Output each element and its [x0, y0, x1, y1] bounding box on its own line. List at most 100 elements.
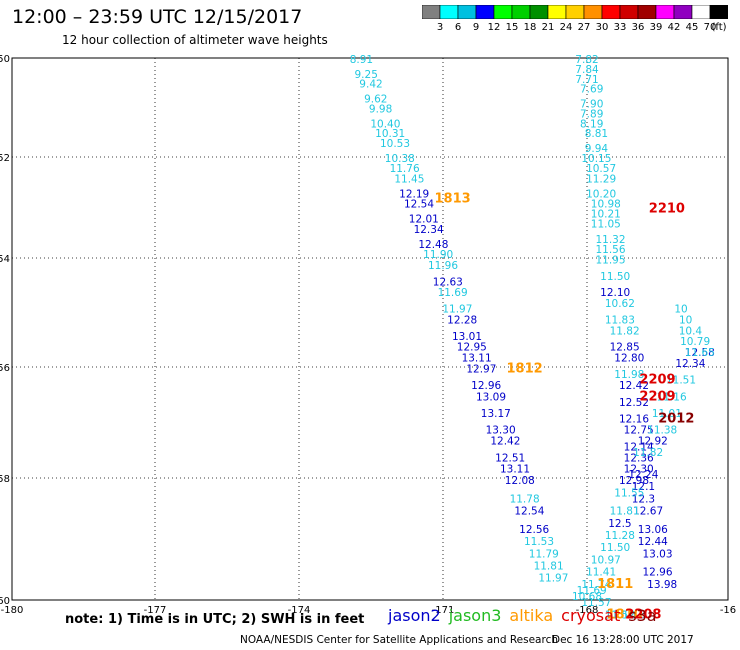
wave-height-value: 12.96 — [642, 567, 672, 579]
wave-height-value: 11.82 — [610, 325, 640, 337]
wave-height-value: 7.71 — [575, 74, 598, 86]
wave-height-value: 10.15 — [581, 153, 611, 165]
wave-height-value: 12.92 — [638, 436, 668, 448]
color-scale-label: 21 — [541, 22, 555, 33]
wave-height-value: 11.41 — [586, 567, 616, 579]
wave-height-value: 11.95 — [595, 254, 625, 266]
wave-height-value: 7.89 — [580, 108, 603, 120]
wave-height-value: 13.06 — [638, 524, 668, 536]
wave-height-value: 12.19 — [399, 188, 429, 200]
wave-height-value: 12.63 — [433, 276, 463, 288]
wave-height-value: 11.79 — [529, 548, 559, 560]
legend-entry-cryosat: cryosat — [561, 606, 621, 625]
wave-height-value: 9.98 — [369, 103, 392, 115]
wave-height-value: 11.76 — [390, 163, 420, 175]
wave-height-value: 10.57 — [586, 163, 616, 175]
wave-height-value: 12.52 — [619, 397, 649, 409]
color-scale-label: 70 — [703, 22, 717, 33]
legend-entry-jason2: jason2 — [388, 606, 441, 625]
wave-height-value: 12.67 — [633, 506, 663, 518]
wave-height-value: 9.25 — [355, 69, 378, 81]
pass-time-label: 1811 — [597, 577, 633, 592]
wave-height-value: 10.40 — [370, 118, 400, 130]
wave-height-value: 11.51 — [666, 375, 696, 387]
wave-height-value: 13.09 — [476, 391, 506, 403]
color-scale-labels: 3 6 9 12 15 18 21 24 27 30 33 36 39 42 45 70 (ft) — [422, 22, 728, 34]
wave-height-value: 12.95 — [457, 342, 487, 354]
generation-timestamp: Dec 16 13:28:00 UTC 2017 — [552, 634, 694, 646]
wave-height-value: 12.24 — [628, 469, 658, 481]
color-scale-swatch — [709, 5, 728, 19]
legend-entry-s3a: s3a — [628, 606, 657, 625]
wave-height-value: 12.56 — [519, 524, 549, 536]
wave-height-value: 11.57 — [581, 597, 611, 609]
wave-height-value: 11.96 — [428, 260, 458, 272]
wave-height-value: 11.52 — [605, 609, 635, 621]
x-tick-label: -180 — [1, 605, 24, 616]
wave-height-value: 11.69 — [438, 287, 468, 299]
wave-height-value: 12.5 — [608, 518, 631, 530]
wave-height-value: 11.16 — [657, 391, 687, 403]
wave-height-value: 12.28 — [447, 314, 477, 326]
color-scale-label: 9 — [472, 22, 480, 33]
wave-height-value: 7.90 — [580, 99, 603, 111]
y-tick-label: -56 — [0, 363, 10, 374]
color-scale-label: 33 — [613, 22, 627, 33]
wave-height-value: 12.14 — [624, 441, 654, 453]
wave-height-value: 12.36 — [624, 452, 654, 464]
wave-height-value: 11.97 — [538, 573, 568, 585]
wave-height-value: 11.53 — [524, 536, 554, 548]
wave-height-value: 12.1 — [632, 481, 655, 493]
pass-time-label: 1810 — [607, 607, 643, 622]
wave-height-value: 11.83 — [605, 314, 635, 326]
wave-height-value: 11.82 — [633, 447, 663, 459]
wave-height-value: 12.51 — [495, 452, 525, 464]
wave-height-value: 7.84 — [575, 64, 599, 76]
wave-height-value: 11.55 — [614, 487, 644, 499]
wave-height-value: 11.29 — [586, 173, 616, 185]
color-scale-label: 27 — [577, 22, 591, 33]
wave-height-value: 12.54 — [514, 506, 544, 518]
wave-height-value: 12.97 — [466, 364, 496, 376]
wave-height-value: 11.98 — [614, 369, 644, 381]
wave-height-value: 9.42 — [359, 79, 382, 91]
wave-height-value: 11.01 — [652, 408, 682, 420]
wave-height-value: 12.42 — [490, 436, 520, 448]
wave-height-value: 12.10 — [600, 287, 630, 299]
color-scale-label: (ft) — [711, 22, 727, 33]
x-tick-label: -16 — [720, 605, 736, 616]
color-scale-label: 15 — [505, 22, 519, 33]
wave-height-value: 12.85 — [610, 342, 640, 354]
wave-height-value: 11.78 — [510, 493, 540, 505]
wave-height-value: 13.11 — [500, 463, 530, 475]
wave-height-value: 11.81 — [534, 561, 564, 573]
wave-height-value: 10.21 — [591, 209, 621, 221]
wave-height-value: 8.81 — [585, 128, 608, 140]
wave-height-value: 12.80 — [614, 353, 644, 365]
pass-time-label: 2210 — [649, 202, 685, 217]
credit-line: NOAA/NESDIS Center for Satellite Applica… — [240, 634, 558, 646]
wave-height-value: 12.48 — [418, 239, 448, 251]
wave-height-value: 10.98 — [591, 199, 621, 211]
wave-height-value: 13.98 — [647, 579, 677, 591]
x-tick-label: -177 — [144, 605, 167, 616]
wave-height-value: 11.05 — [591, 219, 621, 231]
wave-height-value: 10.62 — [605, 298, 635, 310]
color-scale-label: 18 — [523, 22, 537, 33]
pass-time-label: 2209 — [639, 373, 675, 388]
wave-height-value: 12.01 — [409, 214, 439, 226]
wave-height-value: 11.50 — [600, 271, 630, 283]
wave-height-value: 12.34 — [414, 224, 444, 236]
wave-height-value: 12.42 — [619, 380, 649, 392]
wave-height-value: 12.30 — [624, 463, 654, 475]
wave-height-value: 8.19 — [580, 118, 603, 130]
chart-subtitle: 12 hour collection of altimeter wave hei… — [62, 33, 328, 47]
wave-height-value: 8.91 — [350, 54, 373, 66]
pass-time-label: 2012 — [658, 412, 694, 427]
color-scale-label: 42 — [667, 22, 681, 33]
pass-time-label: 2208 — [625, 607, 661, 622]
color-scale-label: 45 — [685, 22, 699, 33]
pass-time-label: 1812 — [507, 362, 543, 377]
